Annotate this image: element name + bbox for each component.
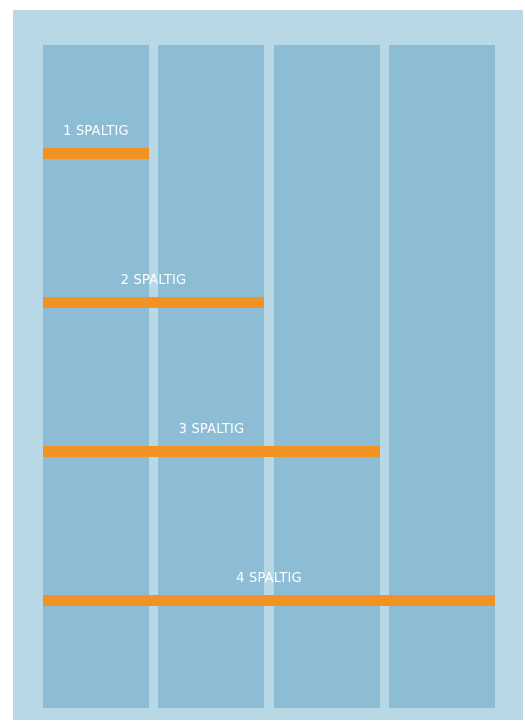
span-label-4: 4 SPALTIG	[236, 571, 302, 586]
span-bar-3	[43, 446, 380, 457]
grid-column-3	[274, 45, 380, 708]
grid-column-4	[389, 45, 495, 708]
span-label-1: 1 SPALTIG	[63, 124, 129, 139]
grid-column-2	[158, 45, 264, 708]
span-bar-1	[43, 148, 149, 159]
layout-grid-page: 1 SPALTIG 2 SPALTIG 3 SPALTIG 4 SPALTIG	[13, 10, 523, 720]
span-bar-4	[43, 595, 495, 606]
span-bar-2	[43, 297, 264, 308]
span-label-2: 2 SPALTIG	[120, 273, 187, 288]
span-label-3: 3 SPALTIG	[178, 422, 245, 437]
grid-column-1	[43, 45, 149, 708]
